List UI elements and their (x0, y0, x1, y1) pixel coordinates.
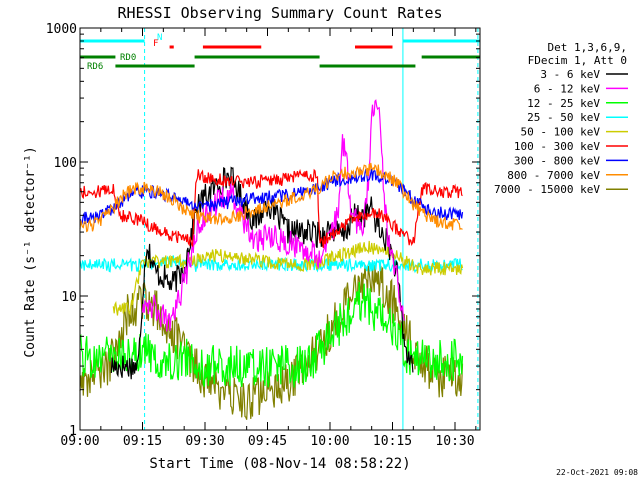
legend-label-1: 6 - 12 keV (534, 82, 601, 95)
series-line-2 (79, 281, 464, 388)
flag-label-F: F (153, 39, 158, 49)
series-line-4 (112, 240, 464, 316)
x-tick-label: 09:30 (185, 434, 224, 449)
flag-label-N: N (157, 33, 162, 43)
x-axis: 09:00 09:15 09:30 09:45 10:00 10:15 10:30 (60, 28, 477, 449)
y-tick-label: 1000 (46, 22, 77, 37)
x-tick-label: 10:00 (310, 434, 349, 449)
legend-label-6: 300 - 800 keV (514, 154, 600, 167)
x-axis-label: Start Time (08-Nov-14 08:58:22) (149, 456, 410, 472)
x-tick-label: 09:45 (248, 434, 287, 449)
plot-frame (79, 27, 481, 431)
legend-label-0: 3 - 6 keV (540, 68, 600, 81)
flag-label-RD0: RD0 (120, 53, 136, 63)
legend: Det 1,3,6,9, FDecim 1, Att 0 3 - 6 keV6 … (494, 41, 628, 196)
plot-area: NF RD0 RD6 (79, 27, 481, 431)
legend-header-line-1: Det 1,3,6,9, (548, 41, 627, 54)
x-tick-label: 10:30 (435, 434, 474, 449)
chart-title: RHESSI Observing Summary Count Rates (117, 4, 442, 22)
legend-label-3: 25 - 50 keV (527, 111, 600, 124)
series-line-7 (79, 162, 463, 233)
x-tick-label: 09:15 (123, 434, 162, 449)
legend-label-4: 50 - 100 keV (521, 126, 601, 139)
series-line-0 (110, 166, 414, 380)
legend-label-7: 800 - 7000 keV (507, 169, 600, 182)
y-axis-label: Count Rate (s⁻¹ detector⁻¹) (23, 146, 38, 357)
y-tick-label: 10 (61, 290, 77, 305)
legend-label-5: 100 - 300 keV (514, 140, 600, 153)
legend-label-8: 7000 - 15000 keV (494, 183, 600, 196)
series-line-1 (141, 99, 405, 332)
series-layer (79, 99, 464, 420)
series-line-5 (79, 168, 463, 248)
x-tick-label: 09:00 (60, 434, 99, 449)
legend-label-2: 12 - 25 keV (527, 97, 600, 110)
flags-layer: NF RD0 RD6 (80, 33, 480, 72)
legend-header-line-2: FDecim 1, Att 0 (528, 54, 627, 67)
y-tick-label: 100 (54, 156, 77, 171)
flag-label-RD6: RD6 (87, 62, 103, 72)
x-tick-label: 10:15 (373, 434, 412, 449)
timestamp: 22-Oct-2021 09:08 (556, 468, 638, 477)
y-axis: 1 10 100 1000 (46, 22, 480, 439)
y-tick-label: 1 (69, 424, 77, 439)
